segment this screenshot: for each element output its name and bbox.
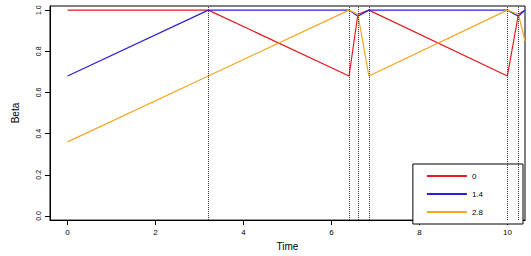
svg-text:0.2: 0.2 bbox=[35, 170, 42, 180]
svg-text:0.4: 0.4 bbox=[35, 129, 42, 139]
svg-text:2: 2 bbox=[153, 228, 158, 237]
svg-text:Beta: Beta bbox=[10, 102, 21, 123]
svg-text:1.0: 1.0 bbox=[35, 5, 42, 15]
svg-text:0: 0 bbox=[65, 228, 70, 237]
svg-text:1.4: 1.4 bbox=[472, 190, 484, 199]
svg-text:0.0: 0.0 bbox=[35, 211, 42, 221]
svg-text:10: 10 bbox=[503, 228, 512, 237]
svg-text:0.8: 0.8 bbox=[35, 46, 42, 56]
svg-text:6: 6 bbox=[329, 228, 334, 237]
svg-text:Time: Time bbox=[277, 241, 299, 252]
svg-text:8: 8 bbox=[417, 228, 422, 237]
svg-text:0.6: 0.6 bbox=[35, 87, 42, 97]
svg-text:0: 0 bbox=[472, 172, 477, 181]
svg-text:2.8: 2.8 bbox=[472, 208, 484, 217]
svg-text:4: 4 bbox=[241, 228, 246, 237]
